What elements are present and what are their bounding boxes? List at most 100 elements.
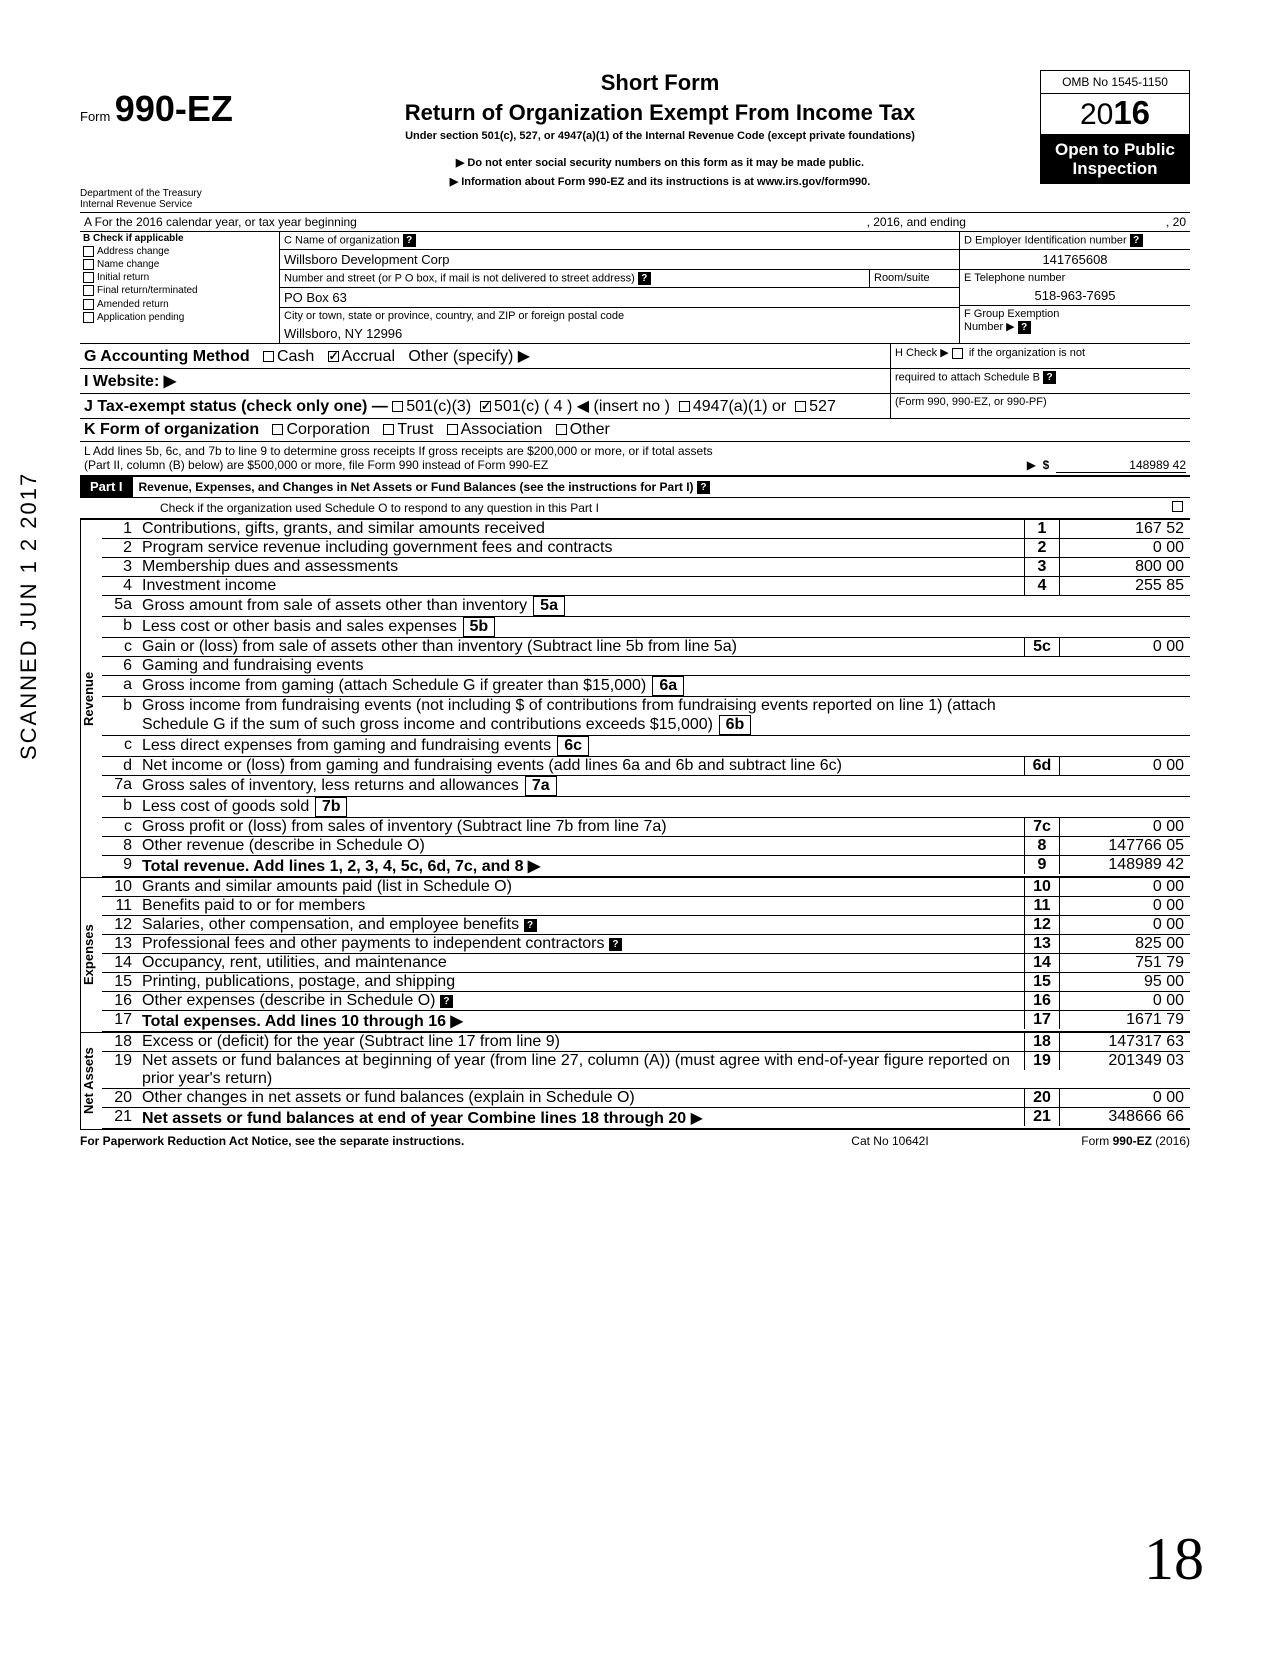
footer-right-post: (2016) [1152, 1134, 1190, 1148]
line-desc: Printing, publications, postage, and shi… [142, 973, 1024, 991]
line-number: 18 [102, 1033, 142, 1051]
form-page: Form 990-EZ Short Form Return of Organiz… [80, 70, 1190, 1148]
help-icon[interactable]: ? [697, 481, 710, 494]
checkbox-association[interactable] [447, 424, 458, 435]
right-line-number: 9 [1024, 856, 1060, 874]
checkbox-4947[interactable] [679, 401, 690, 412]
lines-container: Revenue1Contributions, gifts, grants, an… [80, 519, 1190, 1130]
accrual-label: Accrual [342, 348, 395, 365]
footer-right-form: 990-EZ [1113, 1134, 1152, 1148]
checkbox-amended-return[interactable] [83, 299, 94, 310]
line-desc: Less cost of goods sold7b [142, 797, 1024, 817]
line-l17: 17Total expenses. Add lines 10 through 1… [102, 1011, 1190, 1032]
line-desc: Excess or (deficit) for the year (Subtra… [142, 1033, 1024, 1051]
checkbox-schedule-o-part1[interactable] [1172, 501, 1183, 512]
help-icon[interactable]: ? [609, 938, 622, 951]
help-icon[interactable]: ? [1130, 234, 1143, 247]
room-suite-label: Room/suite [869, 270, 959, 287]
line-l8: 8Other revenue (describe in Schedule O)8… [102, 837, 1190, 856]
line-number: b [102, 617, 142, 635]
open-to-public: Open to Public Inspection [1040, 135, 1190, 184]
amount: 800 00 [1060, 558, 1190, 576]
checkbox-501c3[interactable] [392, 401, 403, 412]
help-icon[interactable]: ? [440, 995, 453, 1008]
line-l5a: 5aGross amount from sale of assets other… [102, 596, 1190, 617]
section-expenses: Expenses10Grants and similar amounts pai… [80, 878, 1190, 1033]
right-line-number: 1 [1024, 520, 1060, 538]
city-label: City or town, state or province, country… [280, 308, 959, 324]
checkbox-name-change[interactable] [83, 259, 94, 270]
line-desc: Grants and similar amounts paid (list in… [142, 878, 1024, 896]
right-line-number: 18 [1024, 1033, 1060, 1051]
amount: 1671 79 [1060, 1011, 1190, 1029]
line-h-2: if the organization is not [969, 347, 1085, 359]
arrow-icon: ▶ [523, 858, 540, 875]
checkbox-cash[interactable] [263, 351, 274, 362]
line-h-4: (Form 990, 990-EZ, or 990-PF) [890, 394, 1190, 418]
checkbox-527[interactable] [795, 401, 806, 412]
amount: 147766 05 [1060, 837, 1190, 855]
amount: 751 79 [1060, 954, 1190, 972]
line-j: J Tax-exempt status (check only one) — 5… [80, 394, 1190, 419]
line-number: 1 [102, 520, 142, 538]
help-icon[interactable]: ? [403, 234, 416, 247]
line-number: c [102, 818, 142, 836]
right-line-number: 4 [1024, 577, 1060, 595]
identity-block: B Check if applicable Address change Nam… [80, 232, 1190, 344]
line-l6a: aGross income from gaming (attach Schedu… [102, 676, 1190, 697]
line-l-arrow: ▶ [1027, 458, 1036, 473]
street-value: PO Box 63 [280, 288, 959, 308]
checkbox-501c[interactable] [480, 401, 491, 412]
year-prefix: 20 [1080, 98, 1113, 131]
checkbox-trust[interactable] [383, 424, 394, 435]
checkbox-final-return[interactable] [83, 285, 94, 296]
help-icon[interactable]: ? [1018, 321, 1031, 334]
handwritten-page-number: 18 [1144, 1525, 1204, 1594]
footer-paperwork: For Paperwork Reduction Act Notice, see … [80, 1134, 790, 1148]
line-l-text2: (Part II, column (B) below) are $500,000… [84, 458, 1027, 473]
line-number: 2 [102, 539, 142, 557]
mid-line-number: 6b [719, 715, 751, 735]
checkbox-application-pending[interactable] [83, 312, 94, 323]
city-value: Willsboro, NY 12996 [280, 324, 959, 343]
label-501c3: 501(c)(3) [406, 398, 471, 415]
checkbox-initial-return[interactable] [83, 272, 94, 283]
box-b-label-3: Final return/terminated [97, 286, 198, 297]
line-l-amount: 148989 42 [1056, 458, 1186, 473]
box-b-label-4: Amended return [97, 299, 169, 310]
line-number: 6 [102, 657, 142, 675]
footer-right-pre: Form [1081, 1134, 1112, 1148]
label-4947: 4947(a)(1) or [693, 398, 786, 415]
line-number: 19 [102, 1052, 142, 1070]
amount: 825 00 [1060, 935, 1190, 953]
right-line-number: 14 [1024, 954, 1060, 972]
amount: 0 00 [1060, 539, 1190, 557]
main-title: Return of Organization Exempt From Incom… [288, 100, 1032, 126]
help-icon[interactable]: ? [638, 272, 651, 285]
help-icon[interactable]: ? [1043, 371, 1056, 384]
line-desc: Benefits paid to or for members [142, 897, 1024, 915]
line-number: a [102, 676, 142, 694]
org-name: Willsboro Development Corp [280, 250, 959, 270]
checkbox-address-change[interactable] [83, 246, 94, 257]
label-other-org: Other [570, 421, 610, 438]
arrow-icon: ▶ [686, 1110, 703, 1127]
checkbox-other-org[interactable] [556, 424, 567, 435]
line-l20: 20Other changes in net assets or fund ba… [102, 1089, 1190, 1108]
label-corporation: Corporation [286, 421, 370, 438]
amount: 0 00 [1060, 638, 1190, 656]
checkbox-corporation[interactable] [272, 424, 283, 435]
section-label: Net Assets [80, 1033, 102, 1129]
title-block: Short Form Return of Organization Exempt… [280, 70, 1040, 188]
section-label: Expenses [80, 878, 102, 1032]
part1-check-row: Check if the organization used Schedule … [80, 498, 1190, 519]
line-a: A For the 2016 calendar year, or tax yea… [80, 213, 1190, 232]
checkbox-h[interactable] [952, 348, 963, 359]
open-public-2: Inspection [1044, 160, 1186, 179]
line-number: 15 [102, 973, 142, 991]
label-association: Association [461, 421, 543, 438]
footer-catno: Cat No 10642I [790, 1134, 990, 1148]
help-icon[interactable]: ? [524, 919, 537, 932]
checkbox-accrual[interactable] [328, 351, 339, 362]
short-form-label: Short Form [288, 70, 1032, 96]
